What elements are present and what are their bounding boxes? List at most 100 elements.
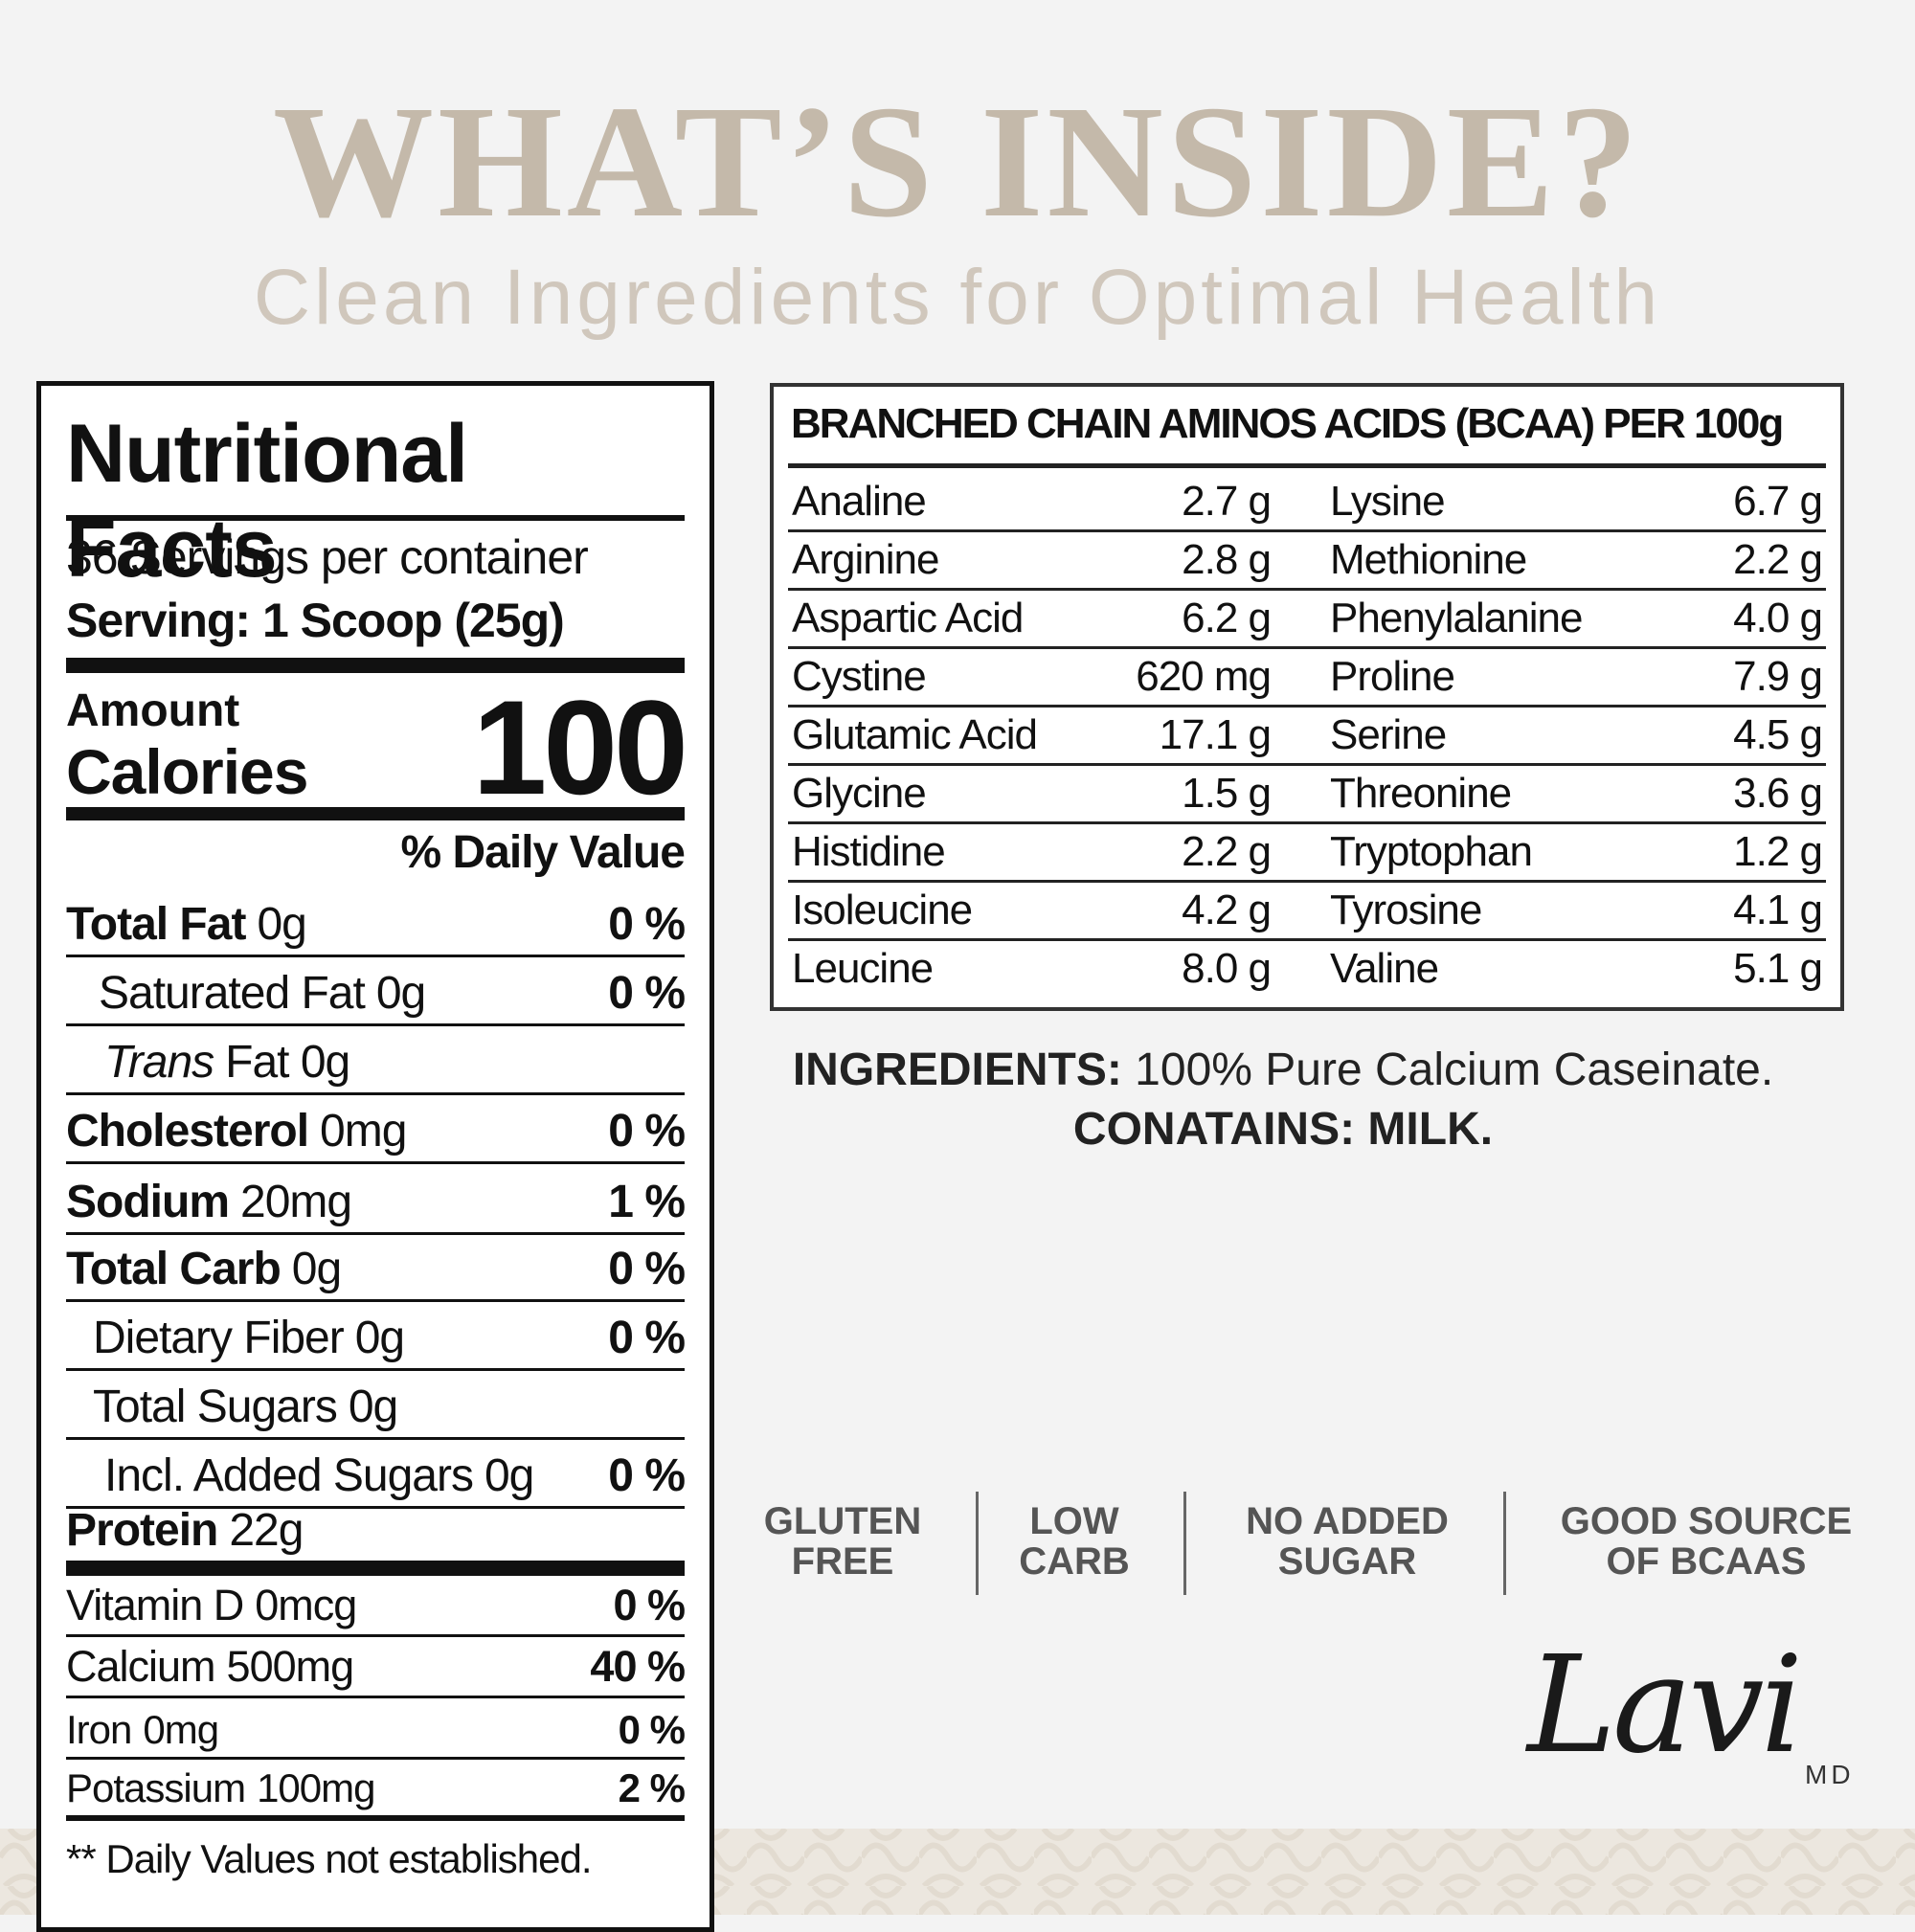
badge: GLUTEN FREE	[680, 1501, 1005, 1582]
amino-value: 1.5 g	[1182, 770, 1272, 817]
nutrition-row: Potassium 100mg 2 %	[66, 1760, 686, 1821]
ingredients: INGREDIENTS: 100% Pure Calcium Caseinate…	[670, 1044, 1896, 1096]
amino-name: Aspartic Acid	[792, 595, 1024, 641]
nutrition-row: Trans Fat 0g	[66, 1026, 685, 1095]
nutrition-row: Saturated Fat 0g 0 %	[66, 957, 686, 1026]
nutrient-amount: 0g	[354, 1313, 405, 1363]
daily-value: 0 %	[608, 1244, 686, 1294]
nutrient-amount: 500mg	[226, 1642, 355, 1691]
bcaa-row: Histidine 2.2 g Tryptophan 1.2 g	[788, 821, 1826, 883]
amino-value: 4.2 g	[1182, 887, 1272, 933]
serving-size: Serving: 1 Scoop (25g)	[66, 594, 565, 647]
nutrient-amount: Fat 0g	[225, 1037, 350, 1088]
nutrient-name: Total Sugars	[93, 1382, 338, 1432]
rule	[788, 463, 1826, 468]
amino-name: Histidine	[792, 828, 946, 875]
divider	[1503, 1492, 1506, 1595]
nutrition-row: Total Fat 0g 0 %	[66, 888, 686, 957]
amino-value: 1.2 g	[1733, 828, 1823, 875]
badge-line: OF BCAAS	[1606, 1540, 1807, 1583]
amino-name: Lysine	[1330, 478, 1446, 525]
amino-value: 5.1 g	[1733, 945, 1823, 992]
amino-value: 3.6 g	[1733, 770, 1823, 817]
nutrient-amount: 0g	[348, 1382, 398, 1432]
nutrient-name: Trans	[104, 1037, 214, 1088]
calories-label: Calories	[66, 736, 308, 807]
daily-value: 0 %	[608, 899, 686, 950]
amino-name: Glutamic Acid	[792, 711, 1038, 758]
nutrient-name: Total Carb	[66, 1244, 282, 1294]
amino-name: Cystine	[792, 653, 927, 700]
dv-header: % Daily Value	[400, 827, 687, 878]
rule	[66, 1563, 685, 1576]
daily-value: 0 %	[613, 1581, 686, 1629]
amino-value: 2.2 g	[1733, 536, 1823, 583]
footnote: ** Daily Values not established.	[66, 1836, 593, 1881]
badge-line: FREE	[791, 1540, 894, 1583]
amino-value: 4.5 g	[1733, 711, 1823, 758]
daily-value: 40 %	[590, 1642, 686, 1691]
nutrient-name: Vitamin D	[66, 1581, 244, 1629]
nutrition-row: Sodium 20mg 1 %	[66, 1164, 686, 1235]
daily-value: 0 %	[608, 968, 686, 1019]
amino-value: 4.1 g	[1733, 887, 1823, 933]
amino-name: Methionine	[1330, 536, 1527, 583]
bcaa-row: Glutamic Acid 17.1 g Serine 4.5 g	[788, 705, 1826, 766]
amino-value: 17.1 g	[1159, 711, 1272, 758]
bcaa-title: BRANCHED CHAIN AMINOS ACIDS (BCAA) PER 1…	[791, 400, 1784, 447]
divider	[976, 1492, 979, 1595]
badge: LOW CARB	[912, 1501, 1237, 1582]
amino-value: 6.2 g	[1182, 595, 1272, 641]
nutrient-amount: 20mg	[240, 1177, 352, 1227]
ingredients-label: INGREDIENTS:	[792, 1045, 1122, 1095]
ingredients-text: 100% Pure Calcium Caseinate.	[1135, 1045, 1774, 1095]
nutrient-amount: 0mcg	[255, 1581, 357, 1629]
nutrient-amount: 0mg	[143, 1707, 219, 1752]
servings: 36 Servings per container	[66, 530, 589, 584]
amino-name: Serine	[1330, 711, 1447, 758]
nutrition-row: Dietary Fiber 0g 0 %	[66, 1302, 686, 1371]
amino-name: Tryptophan	[1330, 828, 1533, 875]
amino-name: Valine	[1330, 945, 1439, 992]
amino-name: Analine	[792, 478, 927, 525]
logo: Lavi	[1527, 1628, 1803, 1784]
subtitle: Clean Ingredients for Optimal Health	[253, 254, 1662, 341]
nutrition-row: Total Carb 0g 0 %	[66, 1235, 686, 1302]
bcaa-row: Arginine 2.8 g Methionine 2.2 g	[788, 529, 1826, 591]
amino-name: Leucine	[792, 945, 934, 992]
nutrient-amount: 0g	[291, 1244, 342, 1294]
nutrient-name: Cholesterol	[66, 1106, 309, 1157]
amino-value: 620 mg	[1136, 653, 1272, 700]
amino-name: Proline	[1330, 653, 1455, 700]
nutrition-row: Calcium 500mg 40 %	[66, 1637, 686, 1698]
nutrient-name: Sodium	[66, 1177, 230, 1227]
amino-name: Threonine	[1330, 770, 1512, 817]
nutrient-amount: 22g	[229, 1505, 304, 1556]
bcaa-row: Isoleucine 4.2 g Tyrosine 4.1 g	[788, 880, 1826, 941]
daily-value: 0 %	[608, 1106, 686, 1157]
nutrient-name: Incl. Added Sugars	[104, 1450, 474, 1501]
daily-value: 0 %	[608, 1313, 686, 1363]
nutrition-row: Vitamin D 0mcg 0 %	[66, 1576, 686, 1637]
amino-value: 2.8 g	[1182, 536, 1272, 583]
nutrient-amount: 0g	[484, 1450, 534, 1501]
nutrition-row: Total Sugars 0g	[66, 1371, 685, 1440]
nutrition-row: Iron 0mg 0 %	[66, 1698, 686, 1760]
nutrient-amount: 0mg	[320, 1106, 407, 1157]
badge-line: LOW	[1029, 1500, 1119, 1542]
rule	[66, 807, 685, 820]
divider	[1183, 1492, 1186, 1595]
amino-value: 4.0 g	[1733, 595, 1823, 641]
nutrient-amount: 0g	[257, 899, 306, 950]
bcaa-row: Leucine 8.0 g Valine 5.1 g	[788, 938, 1826, 997]
bcaa-row: Aspartic Acid 6.2 g Phenylalanine 4.0 g	[788, 588, 1826, 649]
amino-name: Arginine	[792, 536, 939, 583]
badge-line: GLUTEN	[763, 1500, 922, 1542]
amino-name: Phenylalanine	[1330, 595, 1583, 641]
nutrition-row: Cholesterol 0mg 0 %	[66, 1095, 686, 1164]
nutrient-name: Total Fat	[66, 899, 246, 950]
title: WHAT’S INSIDE?	[273, 73, 1642, 251]
nutrient-name: Calcium	[66, 1642, 216, 1691]
amount-label: Amount	[66, 685, 240, 736]
